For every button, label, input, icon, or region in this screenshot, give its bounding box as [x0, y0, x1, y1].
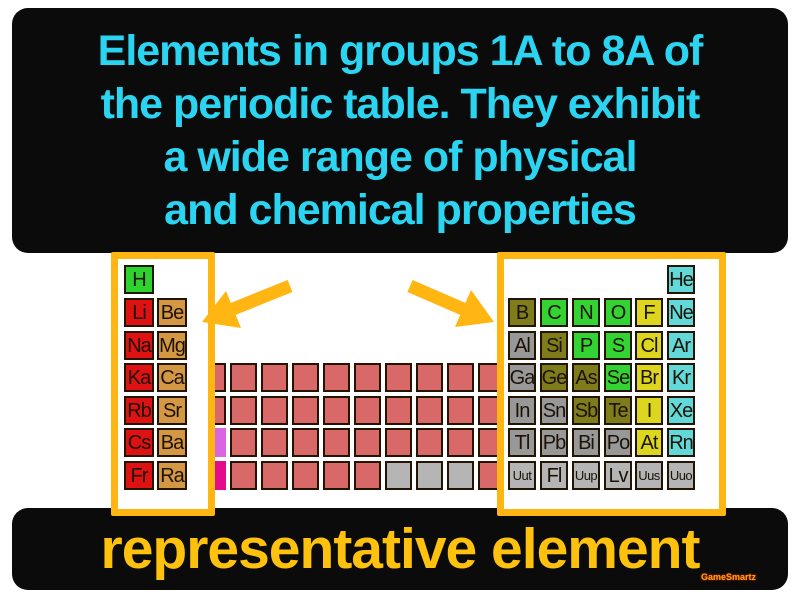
element-cell: [354, 396, 381, 425]
element-cell: [323, 461, 350, 490]
element-cell: [292, 428, 319, 457]
element-cell-ra: Ra: [157, 461, 187, 490]
element-cell: [292, 396, 319, 425]
watermark: GameSmartz: [700, 572, 756, 582]
element-cell-ge: Ge: [540, 363, 568, 392]
element-cell: [354, 428, 381, 457]
element-cell-n: N: [572, 298, 600, 327]
element-cell: [230, 363, 257, 392]
arrow-right-icon: [407, 280, 494, 327]
element-cell-be: Be: [157, 298, 187, 327]
element-cell: [416, 428, 443, 457]
element-cell-tl: Tl: [508, 428, 536, 457]
element-cell-na: Na: [124, 331, 154, 360]
element-cell-cl: Cl: [635, 331, 663, 360]
element-cell-uut: Uut: [508, 461, 536, 490]
element-cell: [261, 428, 288, 457]
element-cell-po: Po: [604, 428, 632, 457]
element-cell-ka: Ka: [124, 363, 154, 392]
element-cell: [416, 461, 443, 490]
element-cell-s: S: [604, 331, 632, 360]
element-cell-h: H: [124, 265, 154, 294]
term-label: representative element: [100, 517, 701, 581]
element-cell: [416, 363, 443, 392]
element-cell-kr: Kr: [667, 363, 695, 392]
element-cell: [447, 363, 474, 392]
element-cell-li: Li: [124, 298, 154, 327]
element-cell: [323, 428, 350, 457]
element-cell-cs: Cs: [124, 428, 154, 457]
element-cell-mg: Mg: [157, 331, 187, 360]
element-cell: [447, 461, 474, 490]
element-cell-i: I: [635, 396, 663, 425]
element-cell: [323, 396, 350, 425]
element-cell-ne: Ne: [667, 298, 695, 327]
definition-line: Elements in groups 1A to 8A of: [97, 26, 704, 75]
element-cell-lv: Lv: [604, 461, 632, 490]
element-cell: [230, 428, 257, 457]
element-cell: [261, 396, 288, 425]
definition-line: the periodic table. They exhibit: [100, 79, 701, 128]
element-cell: [385, 396, 412, 425]
element-cell-xe: Xe: [667, 396, 695, 425]
element-cell-as: As: [572, 363, 600, 392]
element-cell-in: In: [508, 396, 536, 425]
element-cell-uuo: Uuo: [667, 461, 695, 490]
element-cell-ba: Ba: [157, 428, 187, 457]
element-cell-he: He: [667, 265, 695, 294]
element-cell: [385, 461, 412, 490]
element-cell-uup: Uup: [572, 461, 600, 490]
element-cell-c: C: [540, 298, 568, 327]
element-cell-at: At: [635, 428, 663, 457]
element-cell-sb: Sb: [572, 396, 600, 425]
element-cell-uus: Uus: [635, 461, 663, 490]
element-cell-ga: Ga: [508, 363, 536, 392]
element-cell-pb: Pb: [540, 428, 568, 457]
element-cell-al: Al: [508, 331, 536, 360]
element-cell: [354, 363, 381, 392]
element-cell-p: P: [572, 331, 600, 360]
definition-line: and chemical properties: [164, 185, 637, 234]
element-cell: [354, 461, 381, 490]
element-cell: [323, 363, 350, 392]
element-cell-sr: Sr: [157, 396, 187, 425]
element-cell: [447, 428, 474, 457]
element-cell-se: Se: [604, 363, 632, 392]
element-cell-bi: Bi: [572, 428, 600, 457]
element-cell-te: Te: [604, 396, 632, 425]
element-cell: [230, 461, 257, 490]
element-cell: [385, 428, 412, 457]
element-cell: [416, 396, 443, 425]
element-cell-sn: Sn: [540, 396, 568, 425]
term-box: representative element GameSmartz: [12, 508, 788, 590]
element-cell-fl: Fl: [540, 461, 568, 490]
element-cell: [261, 461, 288, 490]
element-cell-br: Br: [635, 363, 663, 392]
element-cell-si: Si: [540, 331, 568, 360]
element-cell: [292, 461, 319, 490]
element-cell-b: B: [508, 298, 536, 327]
element-cell: [292, 363, 319, 392]
element-cell: [385, 363, 412, 392]
arrow-left-icon: [202, 279, 293, 328]
definition-box: Elements in groups 1A to 8A of the perio…: [12, 8, 788, 253]
element-cell: [230, 396, 257, 425]
element-cell: [261, 363, 288, 392]
element-cell-ar: Ar: [667, 331, 695, 360]
element-cell-rb: Rb: [124, 396, 154, 425]
element-cell-ca: Ca: [157, 363, 187, 392]
element-cell-o: O: [604, 298, 632, 327]
definition-line: a wide range of physical: [163, 132, 637, 181]
element-cell: [447, 396, 474, 425]
element-cell-rn: Rn: [667, 428, 695, 457]
element-cell-fr: Fr: [124, 461, 154, 490]
element-cell-f: F: [635, 298, 663, 327]
